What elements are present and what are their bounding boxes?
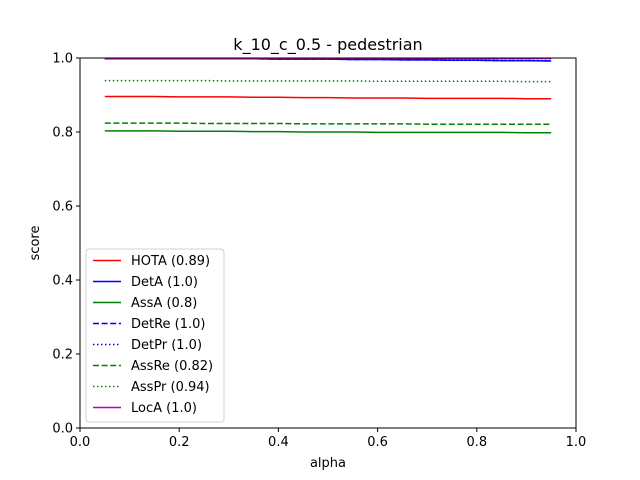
x-tick-label: 0.4: [268, 435, 289, 450]
series-line-0: [104, 95, 552, 100]
x-axis-label: alpha: [310, 456, 346, 471]
y-tick-label: 0.2: [52, 348, 73, 363]
legend-label-1: DetA (1.0): [131, 275, 198, 290]
y-tick-label: 0.0: [52, 422, 73, 437]
legend: HOTA (0.89) DetA (1.0) AssA (0.8) DetRe (1.…: [85, 248, 225, 423]
legend-label-5: AssRe (0.82): [131, 359, 213, 374]
legend-label-7: LocA (1.0): [131, 401, 197, 416]
y-axis: 0.0 0.2 0.4 0.6 0.8 1.0: [52, 52, 80, 437]
x-tick-label: 0.8: [466, 435, 487, 450]
y-tick-label: 0.6: [52, 200, 73, 215]
legend-label-4: DetPr (1.0): [131, 338, 202, 353]
legend-label-6: AssPr (0.94): [131, 380, 210, 395]
x-tick-label: 1.0: [566, 435, 587, 450]
legend-label-2: AssA (0.8): [131, 296, 197, 311]
y-tick-label: 0.4: [52, 274, 73, 289]
plot-area: [79, 57, 577, 429]
x-tick-label: 0.2: [169, 435, 190, 450]
legend-label-0: HOTA (0.89): [131, 254, 210, 269]
y-axis-label: score: [28, 226, 43, 261]
legend-label-3: DetRe (1.0): [131, 317, 206, 332]
x-tick-label: 0.6: [367, 435, 388, 450]
chart-title: k_10_c_0.5 - pedestrian: [233, 35, 422, 55]
axes-frame: [79, 57, 577, 429]
legend-box: [85, 248, 225, 423]
series-line-6: [104, 79, 552, 83]
series-line-2: [104, 130, 552, 134]
x-tick-label: 0.0: [70, 435, 91, 450]
series-line-5: [104, 122, 552, 125]
y-tick-label: 1.0: [52, 52, 73, 67]
x-axis: 0.0 0.2 0.4 0.6 0.8 1.0: [70, 428, 587, 450]
y-tick-label: 0.8: [52, 126, 73, 141]
